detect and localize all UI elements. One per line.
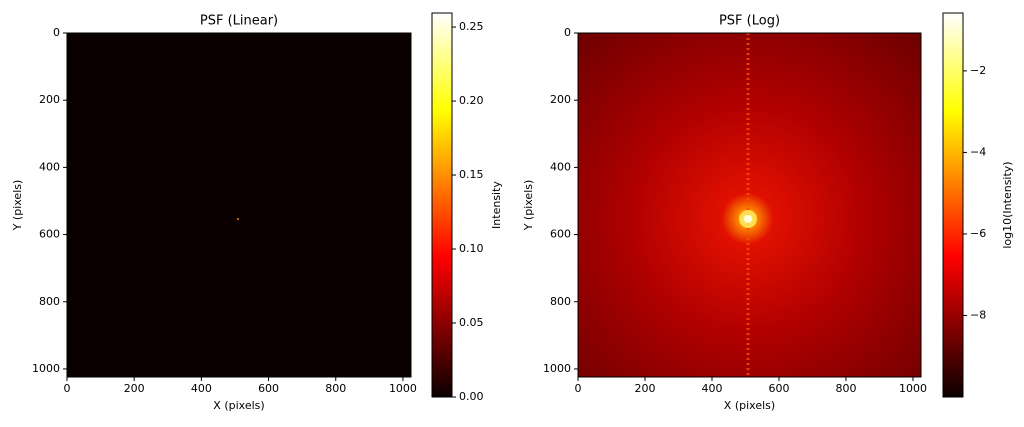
colorbar-tick-label: 0.10 [459,242,484,255]
x-tick-label: 1000 [899,382,927,395]
x-tick-label: 1000 [389,382,417,395]
x-tick-label: 200 [634,382,655,395]
y-tick-label: 1000 [32,362,60,375]
psf-peak [237,218,239,220]
axes-frame [577,32,922,378]
y-tick-label: 200 [550,93,571,106]
x-tick-label: 600 [768,382,789,395]
colorbar [942,12,964,398]
axes-frame [66,32,412,378]
x-tick-label: 400 [191,382,212,395]
chart-title: PSF (Linear) [200,14,278,29]
colorbar-tick-label: −8 [970,308,986,321]
y-tick-label: 200 [39,93,60,106]
y-tick-label: 600 [39,228,60,241]
colorbar-label: log10(Intensity) [1001,161,1014,248]
heatmap-image [67,33,411,377]
x-axis-label: X (pixels) [213,399,264,412]
y-tick-label: 400 [550,160,571,173]
y-axis-label: Y (pixels) [11,180,24,232]
colorbar-tick-label: −6 [970,227,986,240]
colorbar [431,12,453,398]
x-tick-label: 0 [575,382,582,395]
y-tick-label: 0 [53,26,60,39]
colorbar-tick-label: 0.15 [459,168,484,181]
colorbar-tick-label: 0.05 [459,316,484,329]
colorbar-tick-label: −4 [970,145,986,158]
colorbar-tick-label: −2 [970,64,986,77]
x-tick-label: 200 [124,382,145,395]
psf-peak [744,215,752,223]
y-tick-label: 1000 [543,362,571,375]
x-tick-label: 400 [701,382,722,395]
x-tick-label: 800 [835,382,856,395]
y-axis-label: Y (pixels) [522,180,535,232]
y-tick-label: 800 [39,295,60,308]
x-tick-label: 0 [64,382,71,395]
x-axis-label: X (pixels) [724,399,775,412]
colorbar-tick-label: 0.00 [459,390,484,403]
x-tick-label: 800 [325,382,346,395]
x-tick-label: 600 [258,382,279,395]
chart-title: PSF (Log) [719,14,780,29]
y-tick-label: 0 [564,26,571,39]
y-tick-label: 800 [550,295,571,308]
y-tick-label: 400 [39,160,60,173]
colorbar-tick-label: 0.25 [459,20,484,33]
colorbar-tick-label: 0.20 [459,94,484,107]
y-tick-label: 600 [550,228,571,241]
colorbar-label: Intensity [490,181,503,229]
